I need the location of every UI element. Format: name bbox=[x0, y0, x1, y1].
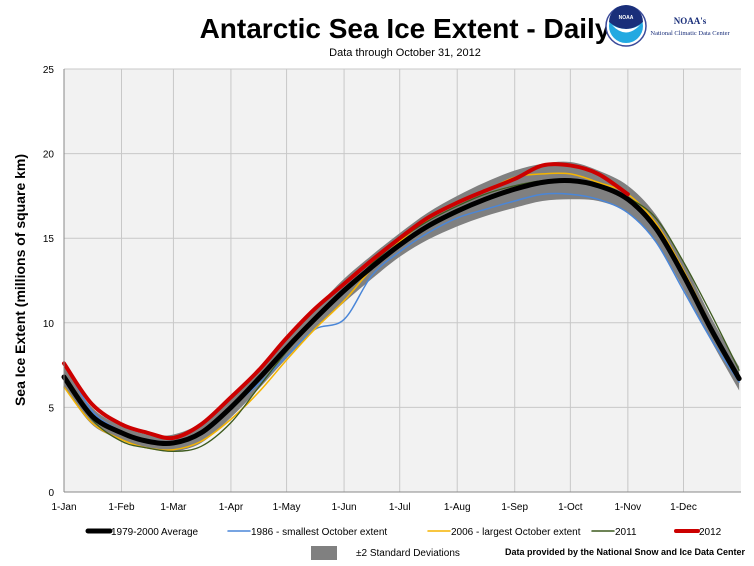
y-axis-label: Sea Ice Extent (millions of square km) bbox=[12, 154, 28, 406]
chart-subtitle: Data through October 31, 2012 bbox=[329, 47, 481, 59]
x-tick-label: 1-Nov bbox=[615, 502, 642, 513]
data-credit: Data provided by the National Snow and I… bbox=[505, 547, 746, 557]
x-tick-label: 1-Dec bbox=[670, 502, 697, 513]
x-tick-label: 1-Feb bbox=[108, 502, 135, 513]
y-tick-label: 25 bbox=[43, 65, 55, 76]
y-tick-label: 15 bbox=[43, 234, 55, 245]
y-tick-label: 5 bbox=[48, 403, 54, 414]
noaa-logo: NOAA bbox=[605, 5, 647, 47]
x-tick-label: 1-Jul bbox=[389, 502, 411, 513]
x-tick-label: 1-Oct bbox=[558, 502, 583, 513]
y-tick-label: 0 bbox=[48, 488, 54, 499]
x-tick-label: 1-Apr bbox=[219, 502, 244, 513]
legend-label: 2011 bbox=[615, 527, 637, 538]
x-tick-label: 1-Aug bbox=[444, 502, 471, 513]
plot-area bbox=[64, 69, 741, 492]
legend-label: 1979-2000 Average bbox=[111, 527, 199, 538]
y-tick-label: 20 bbox=[43, 150, 55, 161]
legend-label: 1986 - smallest October extent bbox=[251, 527, 387, 538]
legend-swatch-std-dev bbox=[311, 546, 337, 560]
series-line-2012 bbox=[62, 162, 630, 441]
x-tick-label: 1-Jun bbox=[332, 502, 357, 513]
series-line-1979-2000 bbox=[61, 178, 742, 447]
x-tick-label: 1-Sep bbox=[501, 502, 528, 513]
legend-label: 2012 bbox=[699, 527, 722, 538]
org-name: NOAA's bbox=[674, 16, 707, 26]
x-tick-label: 1-May bbox=[273, 502, 301, 513]
x-tick-label: 1-Mar bbox=[160, 502, 187, 513]
x-tick-label: 1-Jan bbox=[51, 502, 76, 513]
chart-title: Antarctic Sea Ice Extent - Daily bbox=[200, 13, 611, 44]
org-subtitle: National Climatic Data Center bbox=[650, 30, 730, 37]
logo-text: NOAA bbox=[619, 15, 634, 21]
legend-label: 2006 - largest October extent bbox=[451, 527, 581, 538]
legend-label-std-dev: ±2 Standard Deviations bbox=[356, 548, 460, 559]
y-tick-label: 10 bbox=[43, 319, 55, 330]
